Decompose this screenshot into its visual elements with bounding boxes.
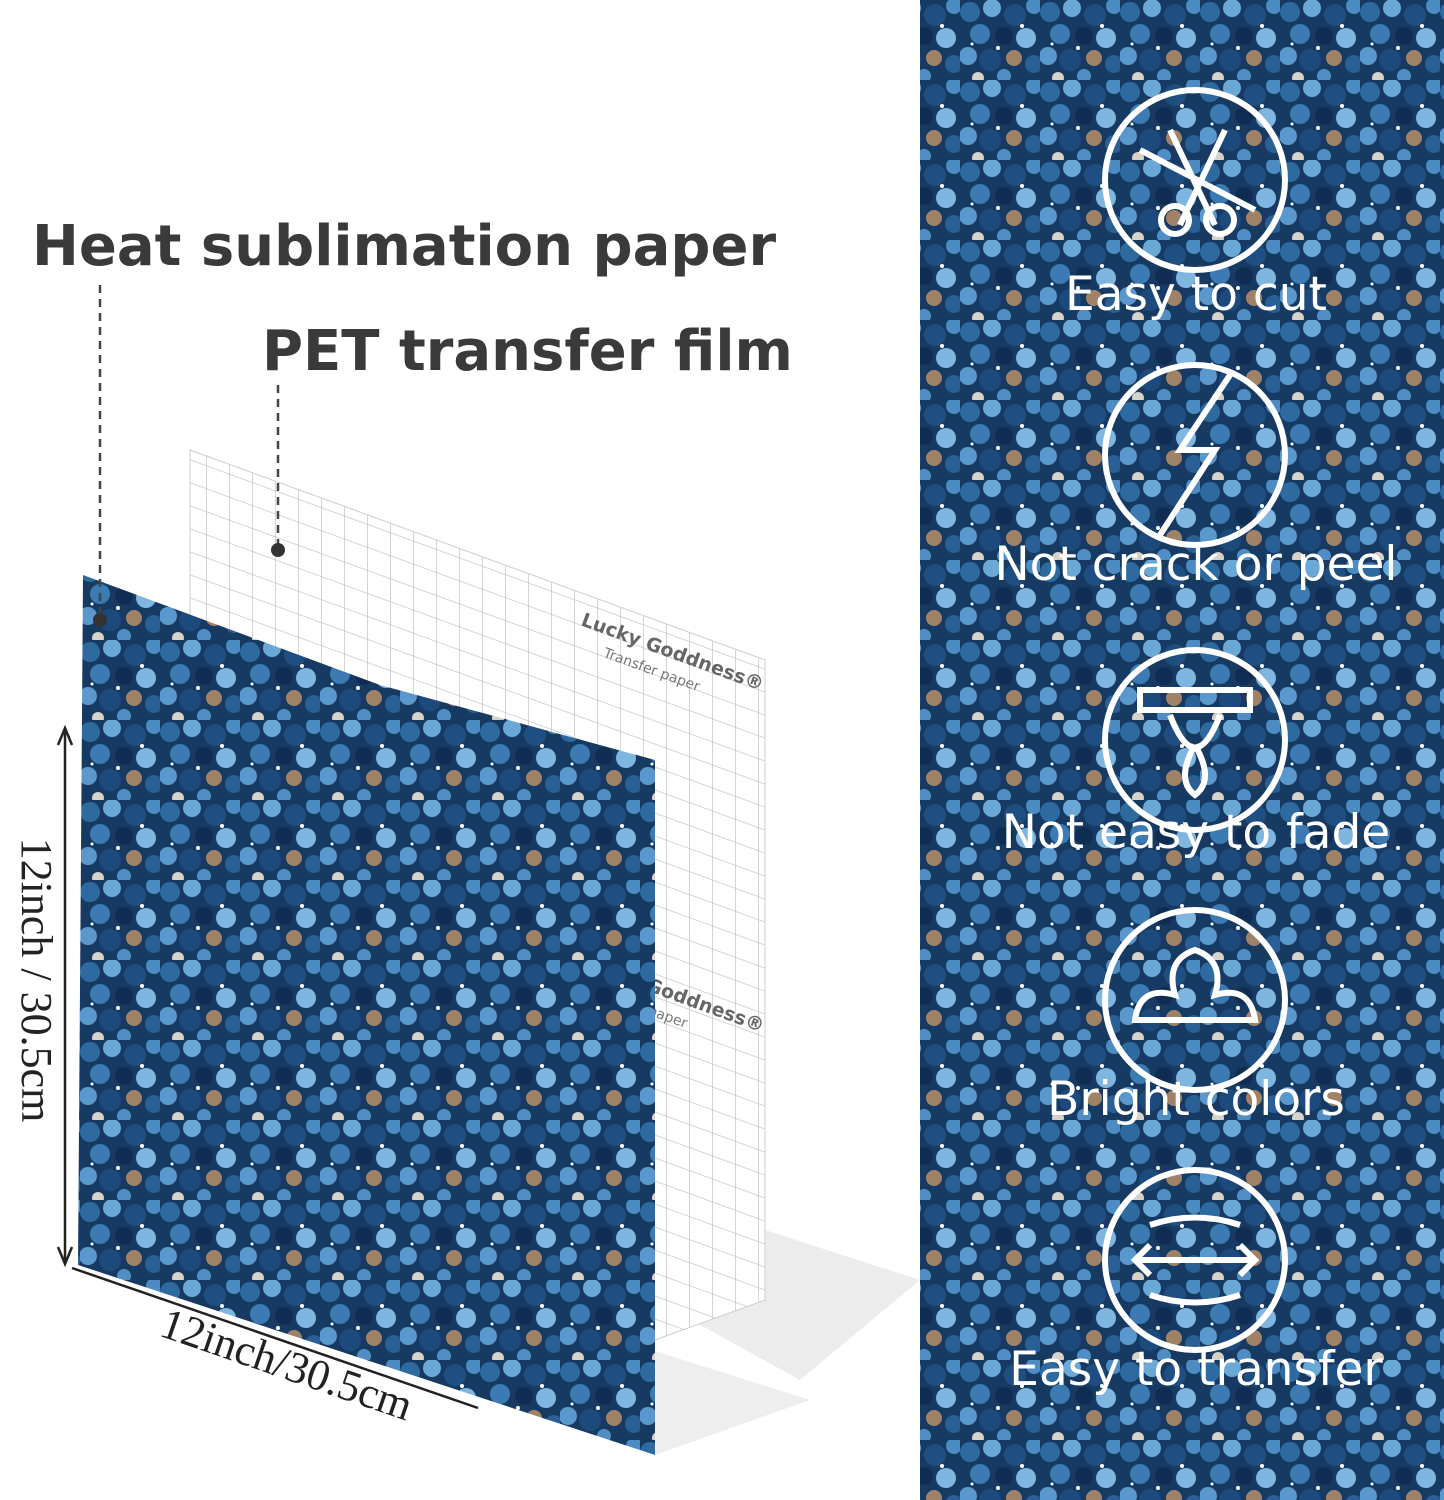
leader-dot — [271, 543, 285, 557]
icon — [1102, 362, 1288, 548]
leader-dot — [93, 613, 107, 627]
feature-label: Not crack or peel — [995, 537, 1398, 592]
feature-label: Not easy to fade — [1002, 805, 1390, 860]
feature-panel — [920, 0, 1444, 1500]
icon — [1102, 907, 1288, 1093]
icon — [1102, 647, 1288, 833]
callout-label: PET transfer film — [262, 319, 793, 384]
feature-label: Easy to transfer — [1009, 1342, 1383, 1397]
dimension-arrow — [71, 1266, 479, 1410]
height-label: 12inch / 30.5cm — [12, 838, 61, 1123]
feature-label: Easy to cut — [1065, 267, 1327, 322]
callout-label: Heat sublimation paper — [32, 214, 776, 279]
feature-label: Bright colors — [1047, 1072, 1345, 1127]
glitter-sheet — [78, 575, 655, 1455]
arrow-head — [56, 724, 74, 1268]
icon — [1102, 87, 1288, 273]
icon — [1102, 1167, 1288, 1353]
